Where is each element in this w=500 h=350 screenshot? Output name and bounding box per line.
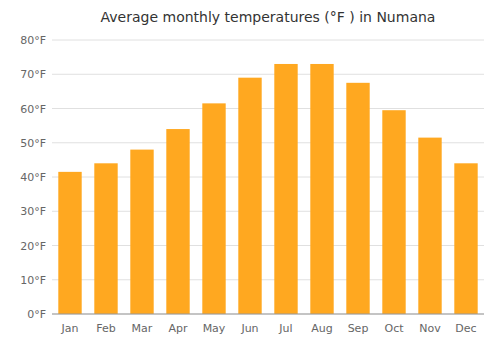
bar <box>238 78 261 314</box>
x-tick-label: Aug <box>311 322 332 335</box>
y-tick-label: 40°F <box>20 171 46 184</box>
grid-line <box>52 314 484 315</box>
grid-line <box>52 108 484 109</box>
x-tick-label: Jul <box>278 322 292 335</box>
bars <box>58 64 477 314</box>
x-tick-label: Oct <box>384 322 404 335</box>
x-tick-label: Dec <box>455 322 476 335</box>
x-tick-label: Jun <box>240 322 258 335</box>
bar <box>58 172 81 314</box>
bar <box>382 110 405 314</box>
bar <box>418 138 441 314</box>
x-tick-label: Jan <box>61 322 79 335</box>
bar <box>310 64 333 314</box>
bar <box>454 163 477 314</box>
y-tick-label: 30°F <box>20 205 46 218</box>
bar <box>202 103 225 314</box>
x-tick-label: May <box>203 322 226 335</box>
y-tick-label: 10°F <box>20 274 46 287</box>
chart-container: Average monthly temperatures (°F ) in Nu… <box>0 0 500 350</box>
x-tick-label: Nov <box>419 322 441 335</box>
x-tick-label: Sep <box>348 322 369 335</box>
y-tick-label: 0°F <box>27 308 46 321</box>
grid-line <box>52 40 484 41</box>
x-tick-label: Apr <box>168 322 188 335</box>
y-tick-label: 70°F <box>20 68 46 81</box>
y-tick-label: 50°F <box>20 137 46 150</box>
y-tick-label: 80°F <box>20 34 46 47</box>
y-tick-label: 60°F <box>20 103 46 116</box>
bar <box>94 163 117 314</box>
y-tick-label: 20°F <box>20 240 46 253</box>
chart-svg: Average monthly temperatures (°F ) in Nu… <box>0 0 500 350</box>
grid <box>52 40 484 314</box>
x-tick-label: Feb <box>96 322 115 335</box>
grid-line <box>52 74 484 75</box>
bar <box>274 64 297 314</box>
x-axis-line <box>52 314 484 315</box>
title: Average monthly temperatures (°F ) in Nu… <box>101 9 436 25</box>
bar <box>130 150 153 314</box>
bar <box>346 83 369 314</box>
x-tick-label: Mar <box>132 322 153 335</box>
bar <box>166 129 189 314</box>
